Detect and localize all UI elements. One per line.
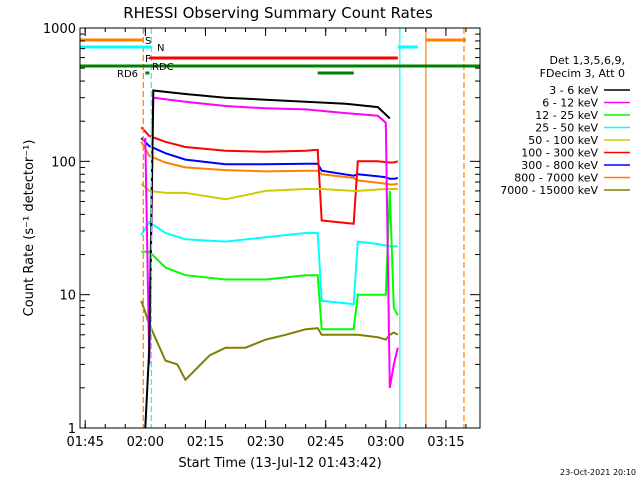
legend-entry-label: 800 - 7000 keV (514, 172, 598, 185)
flag-label-n: N (157, 43, 164, 54)
flag-label-f: F (145, 54, 151, 65)
x-tick-label: 02:45 (307, 435, 344, 450)
x-tick-label: 02:15 (187, 435, 224, 450)
series-line-800-7000-kev (140, 141, 398, 186)
x-tick-label: 02:00 (127, 435, 164, 450)
flag-label-rd6: RD6 (117, 69, 138, 80)
x-tick-label: 02:30 (247, 435, 284, 450)
legend-entry-label: 6 - 12 keV (542, 97, 598, 110)
flag-label-rdc: RDC (152, 62, 174, 73)
series-line-50-100-kev (140, 182, 398, 201)
series-line-25-50-kev (140, 220, 398, 306)
y-tick-label: 100 (51, 155, 76, 170)
footer-date: 23-Oct-2021 20:10 (560, 468, 636, 477)
legend-entry-label: 25 - 50 keV (535, 122, 598, 135)
legend-header-line: FDecim 3, Att 0 (540, 67, 625, 80)
legend-header-line: Det 1,3,5,6,9, (549, 54, 625, 67)
flag-label-s: S (145, 36, 151, 47)
x-tick-label: 03:00 (367, 435, 404, 450)
legend-entry-label: 50 - 100 keV (528, 134, 598, 147)
chart-title: RHESSI Observing Summary Count Rates (123, 4, 433, 22)
y-tick-label: 1000 (43, 22, 76, 37)
plot-frame (79, 27, 481, 429)
legend-entry-label: 12 - 25 keV (535, 109, 598, 122)
x-axis-label: Start Time (13-Jul-12 01:43:42) (178, 456, 381, 471)
series-line-7000-15000-kev (140, 300, 399, 382)
legend-entry-label: 3 - 6 keV (549, 84, 598, 97)
y-axis-label: Count Rate (s⁻¹ detector⁻¹) (22, 140, 37, 317)
x-tick-label: 03:15 (427, 435, 464, 450)
legend-entry-label: 300 - 800 keV (521, 159, 598, 172)
y-tick-label: 1 (68, 422, 76, 437)
legend-entry-label: 7000 - 15000 keV (500, 184, 598, 197)
y-tick-label: 10 (59, 289, 76, 304)
legend-entry-label: 100 - 300 keV (521, 147, 598, 160)
x-tick-label: 01:45 (66, 435, 103, 450)
